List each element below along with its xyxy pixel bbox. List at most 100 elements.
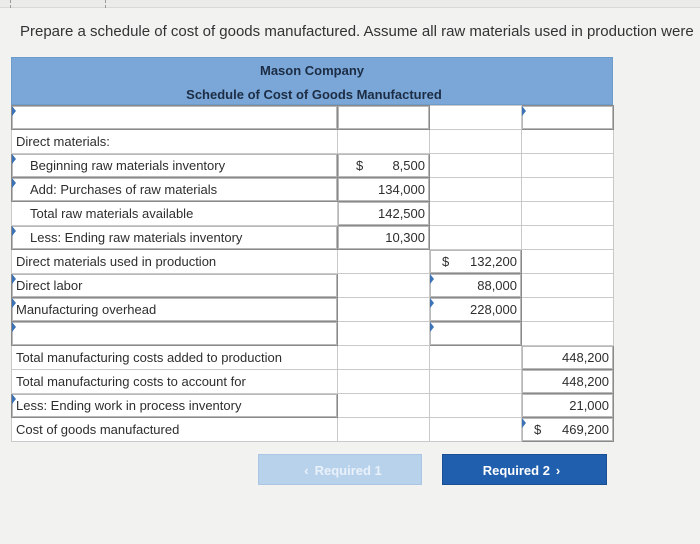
required-2-button[interactable]: Required 2 › [442, 454, 607, 485]
row-label: Add: Purchases of raw materials [30, 182, 218, 197]
dropdown-marker-icon [522, 418, 526, 428]
row-label-total-account: Total manufacturing costs to account for [11, 369, 338, 394]
dropdown-marker-icon [12, 394, 16, 404]
amount-input-purchases[interactable]: 134,000 [337, 177, 430, 202]
dropdown-marker-icon [12, 298, 16, 308]
row-label-direct-materials: Direct materials: [11, 129, 338, 154]
dropdown-marker-icon [12, 322, 16, 332]
empty-cell [337, 129, 430, 154]
dropdown-marker-icon [12, 226, 16, 236]
amount-input-ending-wip[interactable]: 21,000 [521, 393, 614, 418]
amount-input-total-added[interactable]: 448,200 [521, 345, 614, 370]
row-label: Beginning raw materials inventory [30, 158, 226, 173]
chevron-left-icon: ‹ [304, 463, 309, 478]
tab-marker [10, 0, 106, 8]
amount-value: 88,000 [477, 278, 517, 293]
label-input-ending-wip[interactable]: Less: Ending work in process inventory [11, 393, 338, 418]
empty-cell [337, 273, 430, 298]
dropdown-marker-icon [12, 154, 16, 164]
label-input-blank[interactable] [11, 321, 338, 346]
amount-input-total-account[interactable]: 448,200 [521, 369, 614, 394]
dropdown-marker-icon [12, 178, 16, 188]
amount-value: 21,000 [569, 398, 609, 413]
table-row: Direct materials used in production $132… [11, 249, 614, 274]
amount-value: 10,300 [385, 230, 425, 245]
empty-cell [521, 201, 614, 226]
empty-cell [337, 249, 430, 274]
empty-cell [429, 345, 522, 370]
empty-cell [337, 297, 430, 322]
dollar-sign: $ [356, 158, 364, 173]
label-input-overhead[interactable]: Manufacturing overhead [11, 297, 338, 322]
schedule-title-text: Schedule of Cost of Goods Manufactured [186, 87, 442, 102]
row-label-total-raw: Total raw materials available [11, 201, 338, 226]
empty-cell [429, 369, 522, 394]
empty-cell [337, 417, 430, 442]
dollar-sign: $ [534, 422, 542, 437]
dropdown-marker-icon [430, 298, 434, 308]
amount-value: 448,200 [562, 350, 609, 365]
amount-input-blank[interactable] [521, 105, 614, 130]
table-row: Total raw materials available 142,500 [11, 201, 614, 226]
table-row [11, 321, 614, 346]
schedule-header: Mason Company Schedule of Cost of Goods … [11, 57, 613, 105]
amount-value: 134,000 [378, 182, 425, 197]
empty-cell [521, 273, 614, 298]
table-row: Total manufacturing costs to account for… [11, 369, 614, 394]
amount-value: 469,200 [562, 422, 609, 437]
amount-input-direct-labor[interactable]: 88,000 [429, 273, 522, 298]
table-row: Add: Purchases of raw materials 134,000 [11, 177, 614, 202]
label-input-direct-labor[interactable]: Direct labor [11, 273, 338, 298]
dropdown-marker-icon [430, 322, 434, 332]
label-input-ending-raw[interactable]: Less: Ending raw materials inventory [11, 225, 338, 250]
empty-cell [429, 129, 522, 154]
amount-value: 228,000 [470, 302, 517, 317]
empty-cell [429, 153, 522, 178]
table-row: Direct labor 88,000 [11, 273, 614, 298]
label-input-beginning-raw[interactable]: Beginning raw materials inventory [11, 153, 338, 178]
dollar-sign: $ [442, 254, 450, 269]
empty-cell [521, 297, 614, 322]
empty-cell [521, 225, 614, 250]
amount-input-dm-used[interactable]: $132,200 [429, 249, 522, 274]
empty-cell [521, 249, 614, 274]
row-label: Less: Ending raw materials inventory [30, 230, 243, 245]
empty-cell [429, 105, 522, 130]
dropdown-marker-icon [522, 106, 526, 116]
empty-cell [429, 225, 522, 250]
table-row: Less: Ending work in process inventory 2… [11, 393, 614, 418]
required-1-button[interactable]: ‹ Required 1 [258, 454, 422, 485]
chevron-right-icon: › [555, 463, 561, 478]
row-label: Cost of goods manufactured [16, 422, 180, 437]
amount-input-ending-raw[interactable]: 10,300 [337, 225, 430, 250]
amount-value: 448,200 [562, 374, 609, 389]
table-row: Total manufacturing costs added to produ… [11, 345, 614, 370]
amount-input-total-raw[interactable]: 142,500 [337, 201, 430, 226]
amount-value: 142,500 [378, 206, 425, 221]
label-input-blank[interactable] [11, 105, 338, 130]
row-label-dm-used: Direct materials used in production [11, 249, 338, 274]
empty-cell [337, 345, 430, 370]
schedule-title: Schedule of Cost of Goods Manufactured [12, 87, 612, 102]
amount-input-blank[interactable] [429, 321, 522, 346]
amount-input-overhead[interactable]: 228,000 [429, 297, 522, 322]
table-row: Manufacturing overhead 228,000 [11, 297, 614, 322]
dropdown-marker-icon [12, 274, 16, 284]
empty-cell [429, 177, 522, 202]
empty-cell [337, 393, 430, 418]
schedule-table: Direct materials: Beginning raw material… [11, 105, 614, 442]
empty-cell [521, 129, 614, 154]
amount-value: 132,200 [470, 254, 517, 269]
amount-input-beginning-raw[interactable]: $8,500 [337, 153, 430, 178]
empty-cell [429, 201, 522, 226]
dropdown-marker-icon [12, 106, 16, 116]
label-input-purchases[interactable]: Add: Purchases of raw materials [11, 177, 338, 202]
empty-cell [429, 417, 522, 442]
row-label: Total manufacturing costs added to produ… [16, 350, 282, 365]
row-label: Direct labor [16, 278, 83, 293]
empty-cell [521, 177, 614, 202]
amount-input-cogm[interactable]: $469,200 [521, 417, 614, 442]
required-2-label: Required 2 [482, 463, 550, 478]
amount-input-blank[interactable] [337, 105, 430, 130]
row-label: Direct materials used in production [16, 254, 217, 269]
